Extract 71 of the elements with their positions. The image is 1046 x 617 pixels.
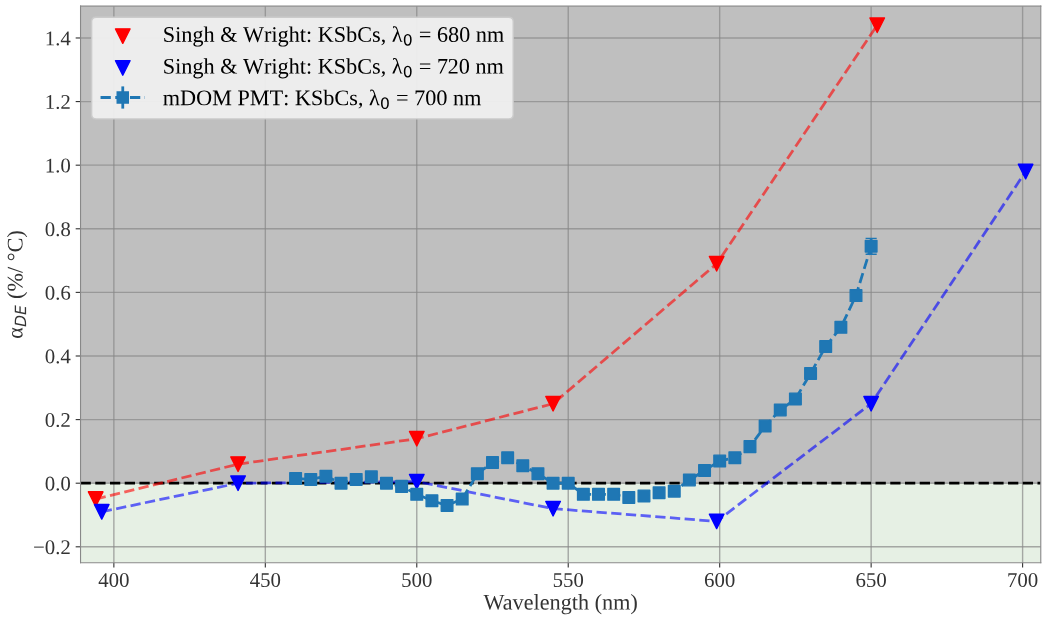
point <box>708 513 725 530</box>
point <box>728 451 742 465</box>
point <box>804 366 818 380</box>
point <box>561 476 575 490</box>
point <box>485 456 500 470</box>
point <box>758 419 772 433</box>
point <box>349 472 363 486</box>
point <box>440 498 454 512</box>
x-tick-label: 650 <box>856 573 886 588</box>
x-tick-label: 700 <box>1008 573 1038 588</box>
point <box>622 491 636 505</box>
point <box>1017 163 1034 180</box>
y-tick-label: 1.0 <box>46 158 71 173</box>
y-axis-title: α$_{DE}$ (%/ °C) <box>7 231 28 338</box>
point <box>455 492 469 506</box>
point <box>379 476 393 490</box>
point <box>410 487 424 501</box>
point <box>546 476 560 490</box>
legend-label: mDOM PMT: KSbCs, λ$_{0}$ = 700 nm <box>163 89 482 110</box>
point <box>545 395 562 412</box>
point <box>652 486 666 500</box>
point <box>230 456 247 473</box>
point <box>364 470 378 484</box>
point <box>304 472 318 486</box>
point <box>576 487 590 501</box>
point <box>501 451 515 465</box>
point <box>408 430 425 447</box>
point <box>773 403 787 417</box>
point <box>708 255 725 272</box>
point <box>849 289 863 303</box>
point <box>607 487 621 501</box>
point <box>698 463 712 477</box>
x-tick-label: 400 <box>98 573 129 588</box>
y-tick-label: 0.2 <box>45 412 70 428</box>
y-tick-label: 0.8 <box>45 222 71 237</box>
point <box>743 440 757 454</box>
legend-label: Singh & Wright: KSbCs, λ$_{0}$ = 680 nm <box>164 26 504 47</box>
point <box>713 454 727 468</box>
point <box>289 471 303 485</box>
point <box>230 475 247 492</box>
point <box>592 487 606 501</box>
point <box>869 17 886 34</box>
x-tick-label: 500 <box>402 573 432 588</box>
point <box>834 320 848 334</box>
point <box>863 395 880 412</box>
y-tick-label: −0.2 <box>34 540 70 555</box>
point <box>788 392 802 406</box>
point <box>516 459 530 473</box>
x-tick-label: 550 <box>553 573 584 588</box>
point <box>408 473 425 490</box>
y-tick-label: 0.4 <box>45 349 71 364</box>
x-tick-label: 450 <box>250 573 281 588</box>
point <box>395 479 409 493</box>
x-axis-title: Wavelength (nm) <box>483 594 637 615</box>
point <box>93 503 110 520</box>
y-tick-label: 1.4 <box>46 31 71 46</box>
y-tick-label: 1.2 <box>46 95 70 110</box>
legend-label: Singh & Wright: KSbCs, λ$_{0}$ = 720 nm <box>164 57 504 79</box>
point <box>425 494 439 508</box>
point <box>531 467 545 481</box>
point <box>819 339 833 353</box>
point <box>334 476 348 490</box>
y-tick-label: 0.0 <box>45 476 71 491</box>
y-tick-label: 0.6 <box>45 285 71 300</box>
point <box>319 469 333 483</box>
x-tick-label: 600 <box>704 573 735 588</box>
point <box>470 467 484 481</box>
point <box>667 484 681 498</box>
point <box>545 500 562 517</box>
point <box>637 489 651 503</box>
point <box>682 473 696 487</box>
